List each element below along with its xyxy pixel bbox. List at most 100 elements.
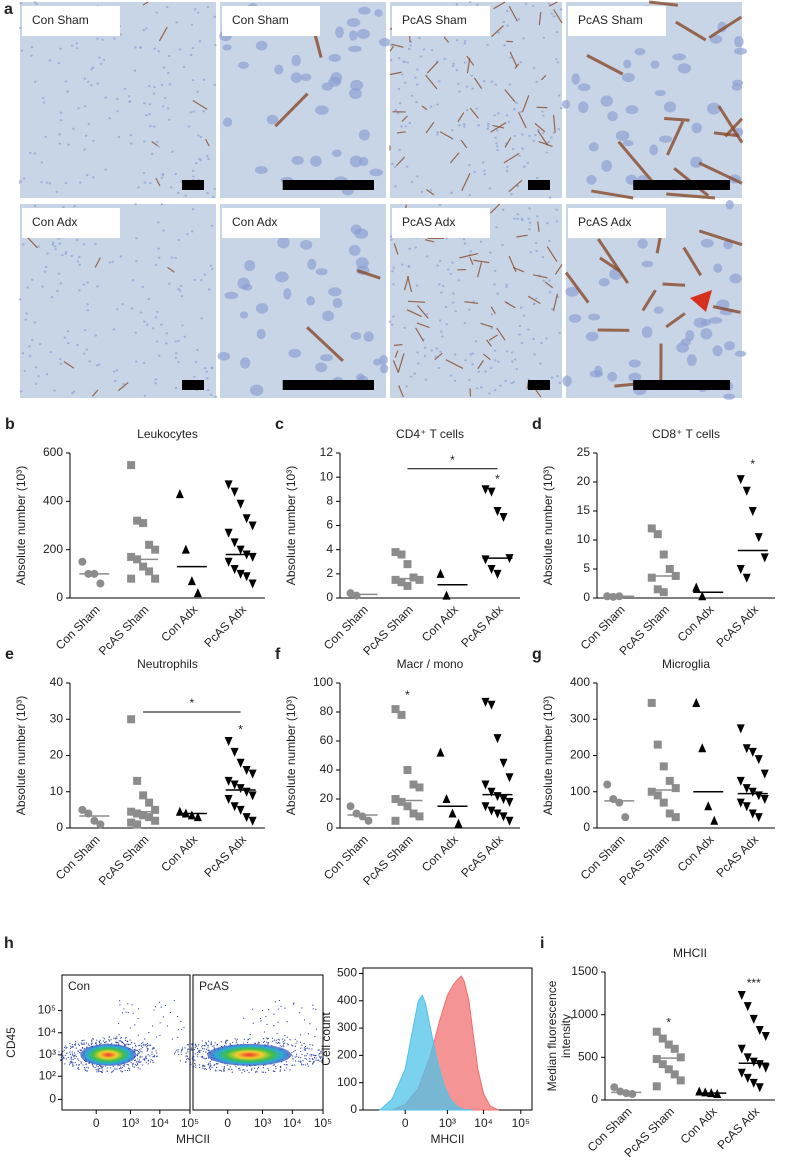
nucleus [430, 49, 434, 52]
point [493, 734, 502, 744]
event [256, 1068, 259, 1070]
event [69, 1042, 71, 1045]
event [149, 1061, 152, 1063]
nucleus [205, 155, 209, 158]
event [320, 1052, 322, 1054]
nucleus [465, 109, 469, 112]
event [78, 1043, 80, 1045]
nucleus [510, 360, 514, 363]
nucleus [389, 59, 393, 62]
nucleus [473, 170, 476, 174]
nucleus [471, 87, 475, 90]
nucleus [406, 61, 410, 64]
nucleus [401, 73, 404, 76]
nucleus [239, 311, 249, 319]
event [119, 1064, 121, 1067]
nucleus [64, 252, 68, 255]
point [499, 795, 508, 804]
point [403, 766, 412, 774]
point [224, 776, 233, 786]
point [415, 783, 424, 792]
point [409, 809, 418, 818]
point [248, 816, 257, 826]
nucleus [481, 161, 485, 164]
event [132, 1063, 134, 1065]
y-tick-label: 500 [337, 966, 357, 980]
point [133, 820, 142, 829]
nucleus [479, 240, 483, 243]
point [481, 555, 490, 565]
point [704, 801, 713, 811]
point [193, 588, 202, 598]
nucleus [373, 358, 382, 366]
event [68, 1064, 71, 1066]
point [603, 780, 612, 789]
nucleus [193, 8, 197, 11]
event [197, 1054, 199, 1056]
label-box [568, 208, 666, 238]
event [304, 1057, 306, 1060]
nucleus [33, 1, 37, 4]
event [261, 1009, 264, 1012]
nucleus [210, 224, 214, 227]
nucleus [463, 40, 467, 43]
event [140, 1050, 142, 1052]
event [92, 1064, 94, 1066]
nucleus [157, 221, 160, 224]
nucleus [537, 128, 540, 132]
event [136, 1049, 138, 1052]
event [120, 1037, 123, 1039]
nucleus [545, 151, 549, 154]
point [749, 1057, 758, 1067]
nucleus [601, 160, 612, 172]
event [155, 1050, 157, 1052]
nucleus [174, 356, 178, 359]
event [315, 1059, 317, 1061]
nucleus [495, 129, 499, 132]
event [137, 1034, 139, 1036]
event [209, 1069, 211, 1071]
nucleus [238, 61, 249, 70]
event [138, 1044, 140, 1047]
event [218, 1069, 220, 1071]
point [145, 567, 154, 576]
point [391, 705, 400, 714]
y-axis-label: Cell count [319, 1012, 333, 1066]
nucleus [355, 257, 369, 269]
point [248, 791, 257, 801]
point [487, 700, 496, 710]
nucleus [145, 323, 149, 326]
nucleus [315, 362, 328, 373]
x-tick-label: PcAS Adx [713, 832, 761, 880]
point [487, 787, 496, 797]
vessel [417, 305, 429, 319]
nucleus [198, 40, 202, 43]
event [225, 1043, 227, 1045]
point [692, 697, 701, 707]
event [78, 1044, 80, 1047]
event [241, 1072, 243, 1074]
vessel [537, 221, 540, 232]
label-box [22, 6, 120, 36]
point [487, 806, 496, 816]
nucleus [568, 314, 582, 323]
point [415, 575, 424, 584]
nucleus [392, 283, 395, 286]
vessel [534, 122, 546, 133]
event [115, 1068, 117, 1070]
significance-label: * [666, 1015, 671, 1029]
x-tick-label: Con Adx [419, 602, 461, 644]
event [186, 1058, 188, 1060]
nucleus [73, 205, 76, 208]
y-tick-label: 200 [337, 1048, 357, 1062]
event [277, 1021, 279, 1023]
event [202, 1044, 204, 1047]
nucleus [200, 279, 203, 282]
nucleus [129, 142, 133, 145]
point [742, 802, 751, 812]
event [141, 1064, 144, 1066]
event [217, 1063, 219, 1065]
nucleus [507, 120, 511, 124]
event [220, 1041, 222, 1043]
nucleus [577, 83, 591, 92]
